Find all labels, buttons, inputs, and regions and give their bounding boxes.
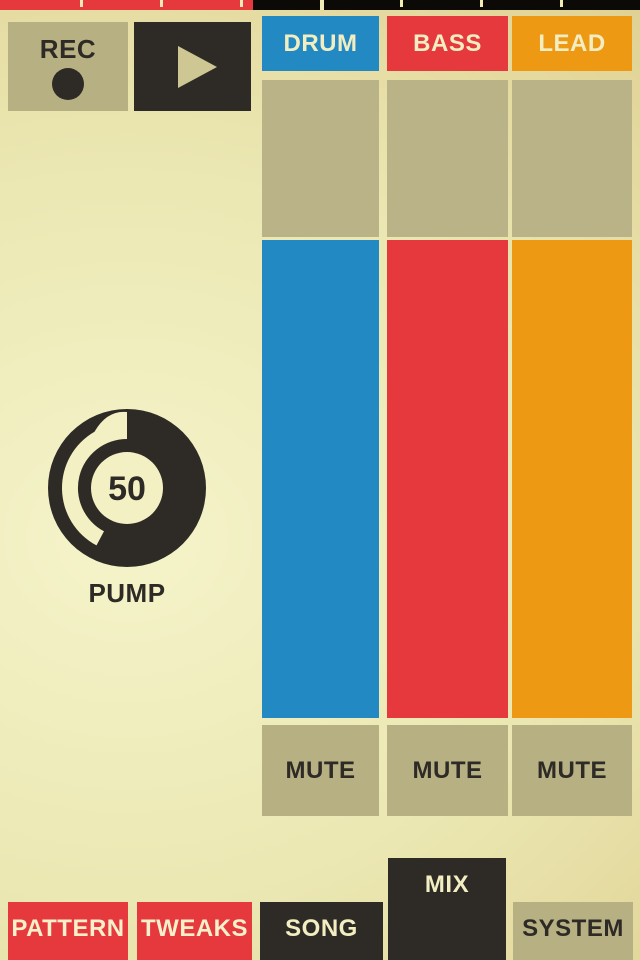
beat-tick xyxy=(160,0,163,7)
knob-center xyxy=(91,452,163,524)
mute-button-lead[interactable]: MUTE xyxy=(512,725,632,816)
track-header-label: LEAD xyxy=(538,29,606,57)
beat-tick xyxy=(80,0,83,7)
track-pad-bass[interactable] xyxy=(387,80,508,237)
track-header-bass[interactable]: BASS xyxy=(387,16,508,71)
track-header-label: BASS xyxy=(413,29,482,57)
track-pad-lead[interactable] xyxy=(512,80,632,237)
playback-position-bar xyxy=(0,0,640,10)
track-pad-drum[interactable] xyxy=(262,80,379,237)
tab-tweaks-label: TWEAKS xyxy=(141,915,248,942)
tab-pattern[interactable]: PATTERN xyxy=(8,902,128,960)
beat-tick xyxy=(240,0,243,7)
mute-button-label: MUTE xyxy=(412,756,483,784)
tab-mix-active[interactable]: MIX xyxy=(388,858,506,960)
knob-value-arc xyxy=(61,411,127,546)
record-dot-icon xyxy=(52,67,84,100)
record-button-label: REC xyxy=(39,33,97,64)
play-icon xyxy=(178,45,217,88)
track-header-label: DRUM xyxy=(283,29,358,57)
mute-button-drum[interactable]: MUTE xyxy=(262,725,379,816)
mute-button-label: MUTE xyxy=(537,756,607,784)
mute-button-bass[interactable]: MUTE xyxy=(387,725,508,816)
playback-progress-fill xyxy=(0,0,253,10)
tab-mix-label: MIX xyxy=(424,871,470,898)
pump-knob-label: PUMP xyxy=(88,578,166,608)
track-header-drum[interactable]: DRUM xyxy=(262,16,379,71)
tab-pattern-label: PATTERN xyxy=(11,915,125,942)
tab-tweaks[interactable]: TWEAKS xyxy=(137,902,252,960)
track-fader-bass[interactable] xyxy=(387,240,508,718)
beat-tick xyxy=(560,0,563,7)
beat-tick xyxy=(400,0,403,7)
tab-song[interactable]: SONG xyxy=(260,902,383,960)
knob-value-text: 50 xyxy=(108,470,146,508)
track-fader-lead[interactable] xyxy=(512,240,632,718)
pump-knob[interactable]: 50 xyxy=(47,408,207,568)
tab-system-label: SYSTEM xyxy=(522,915,624,942)
track-header-lead[interactable]: LEAD xyxy=(512,16,632,71)
play-button[interactable] xyxy=(134,22,251,111)
track-fader-drum[interactable] xyxy=(262,240,379,718)
mute-button-label: MUTE xyxy=(285,756,356,784)
tab-system[interactable]: SYSTEM xyxy=(513,902,633,960)
beat-tick xyxy=(320,0,324,10)
beat-tick xyxy=(480,0,483,7)
tab-song-label: SONG xyxy=(285,915,358,942)
record-button[interactable]: REC xyxy=(8,22,128,111)
